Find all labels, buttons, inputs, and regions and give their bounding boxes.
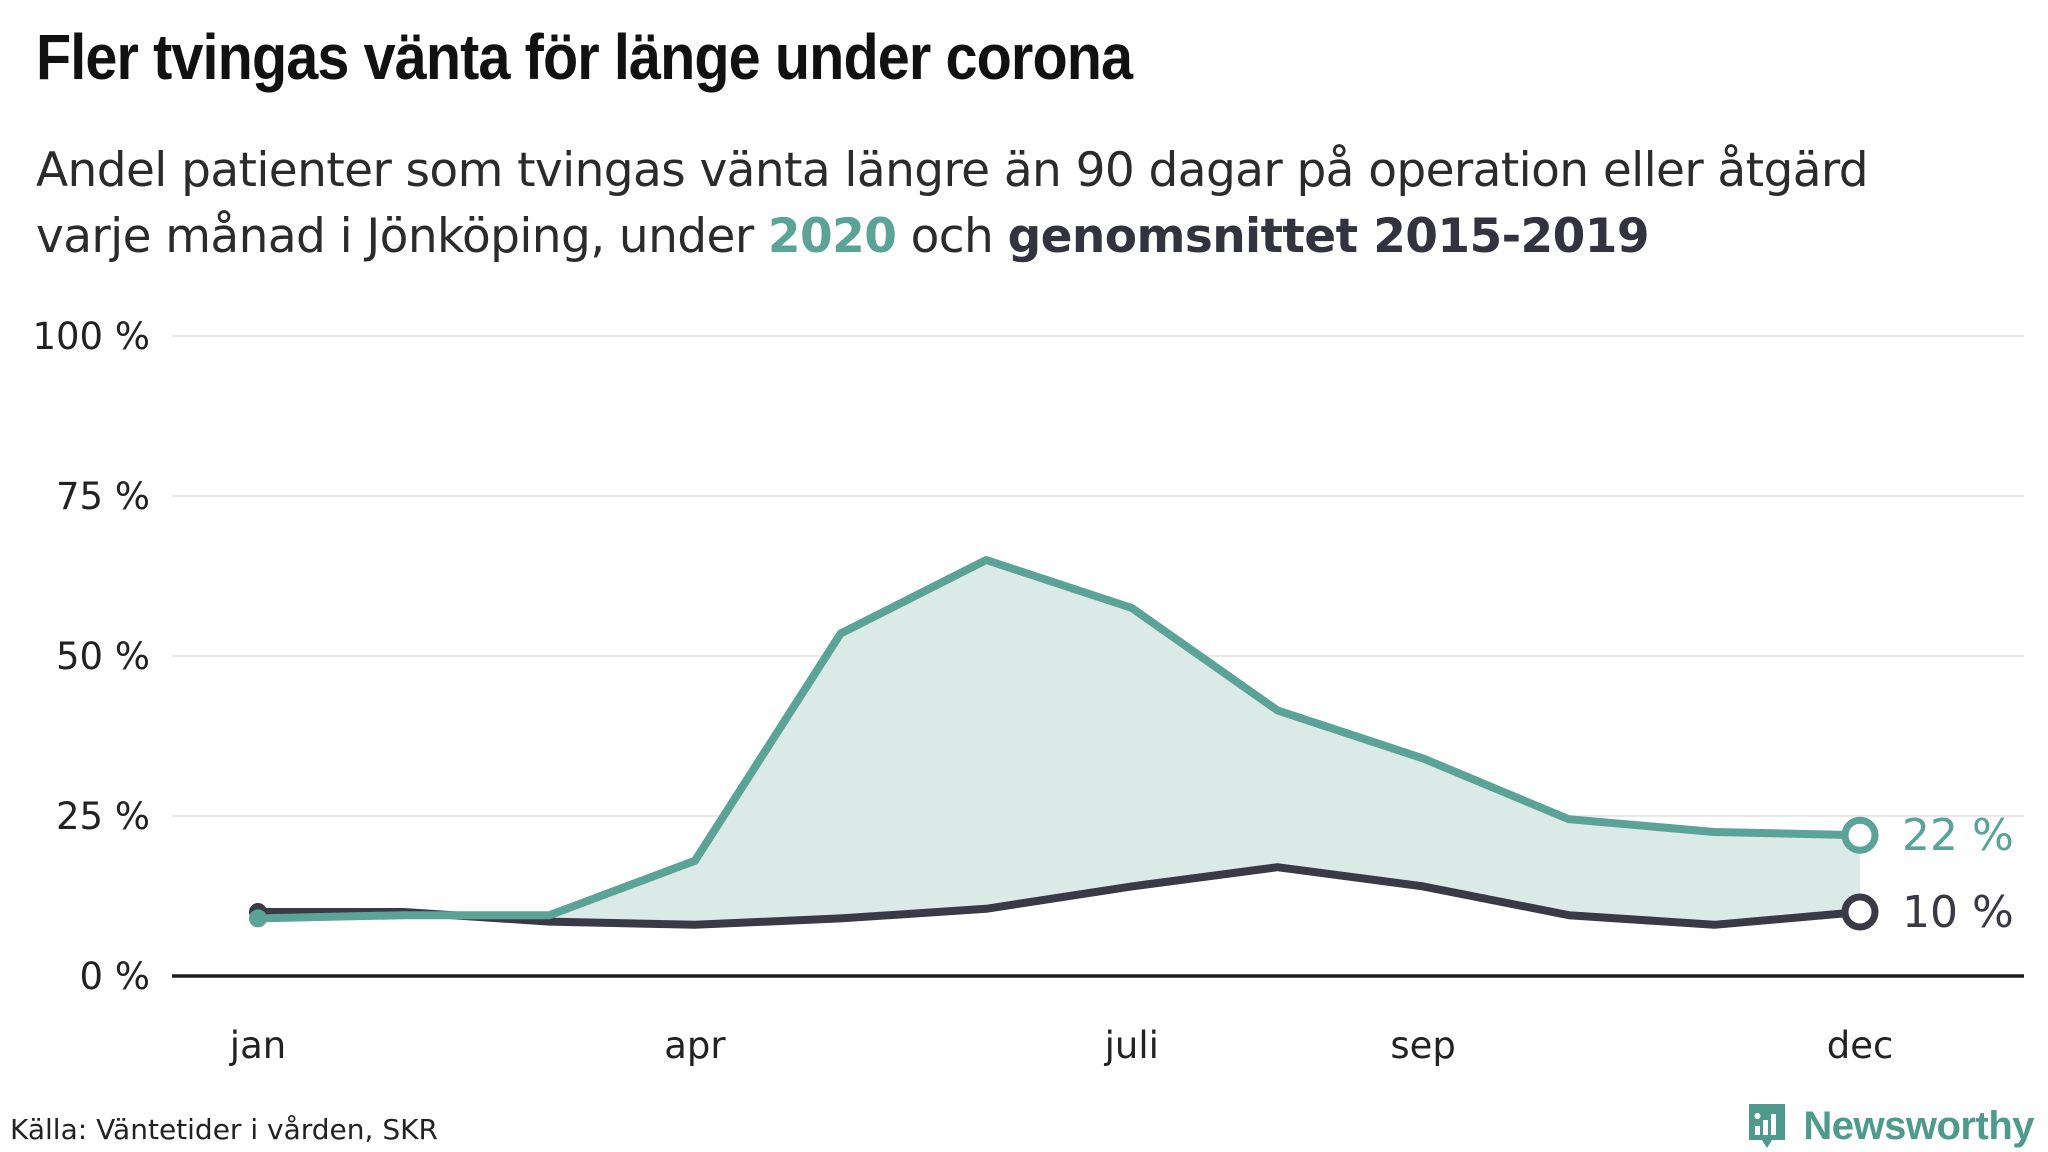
y-tick-label: 50 % — [56, 635, 150, 678]
series-average-end-marker — [1841, 893, 1879, 931]
series-start-marker-2020 — [249, 909, 267, 928]
series-average-end-label: 10 % — [1902, 887, 2014, 938]
subtitle-line-1: Andel patienter som tvingas vänta längre… — [36, 143, 1869, 198]
area-fill-between — [258, 560, 1860, 925]
y-tick-label: 0 % — [80, 955, 150, 998]
x-tick-label: jan — [229, 1024, 286, 1067]
area-between-series — [258, 560, 1860, 925]
series-lines — [254, 556, 1864, 929]
subtitle-connector: och — [896, 209, 1008, 264]
newsworthy-brand: Newsworthy — [1745, 1100, 2034, 1152]
y-tick-label: 25 % — [56, 795, 150, 838]
y-tick-label: 100 % — [32, 315, 150, 358]
brand-name: Newsworthy — [1803, 1103, 2034, 1148]
x-tick-label: sep — [1390, 1024, 1456, 1067]
series-2020-end-label: 22 % — [1902, 810, 2014, 861]
source-note: Källa: Väntetider i vården, SKR — [10, 1113, 438, 1146]
series-markers: 22 % 10 % — [249, 810, 2014, 938]
x-tick-label: juli — [1104, 1024, 1159, 1067]
x-tick-label: dec — [1827, 1024, 1894, 1067]
y-tick-label: 75 % — [56, 475, 150, 518]
x-tick-label: apr — [664, 1024, 726, 1067]
subtitle-highlight-2020: 2020 — [767, 209, 897, 264]
subtitle-line-2-prefix: varje månad i Jönköping, under — [36, 209, 768, 264]
series-line-average-2015-2019 — [254, 863, 1864, 929]
axis-labels: 0 % 25 % 50 % 75 % 100 % jan apr juli sep dec — [32, 315, 1893, 1067]
newsworthy-logo-icon — [1749, 1104, 1786, 1148]
series-2020-end-marker — [1841, 816, 1879, 854]
chart-title: Fler tvingas vänta för länge under coron… — [36, 21, 1133, 93]
subtitle-highlight-average: genomsnittet 2015-2019 — [1007, 209, 1650, 264]
series-line-2020 — [254, 556, 1864, 923]
chart-subtitle: Andel patienter som tvingas vänta längre… — [36, 138, 1869, 270]
